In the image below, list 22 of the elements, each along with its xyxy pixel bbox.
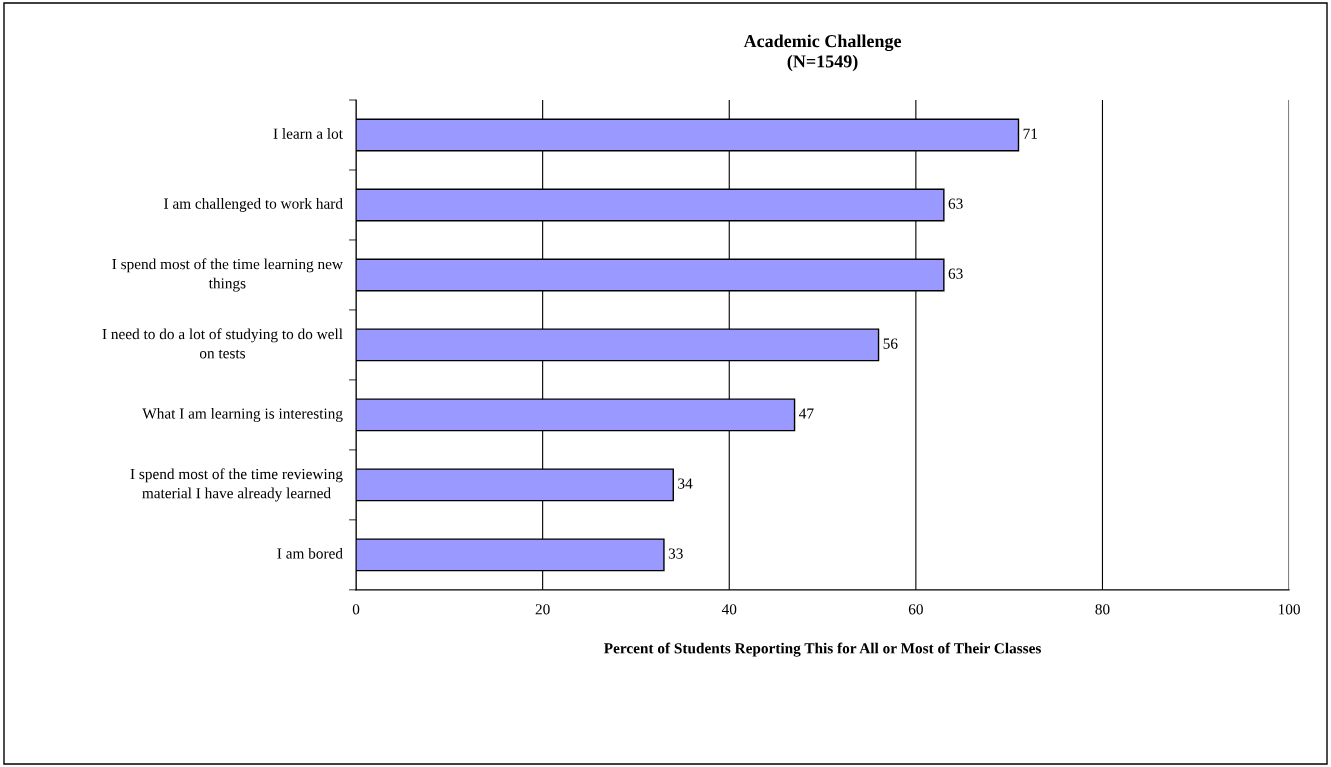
y-tick-label: I learn a lot (273, 128, 343, 139)
x-tick-label: 40 (721, 604, 737, 615)
x-tick-label: 100 (1278, 604, 1300, 615)
data-label: 71 (1023, 128, 1038, 139)
x-tick-label: 80 (1095, 604, 1110, 615)
x-tick-label: 60 (908, 604, 923, 615)
data-label: 34 (678, 478, 693, 489)
data-label: 33 (668, 548, 683, 559)
data-label: 56 (883, 338, 898, 349)
data-label: 47 (799, 408, 814, 419)
y-tick-label: What I am learning is interesting (142, 407, 343, 422)
data-label: 63 (948, 198, 963, 209)
chart-title: Academic Challenge (N=1549) (743, 34, 902, 72)
y-tick-label: I am bored (277, 547, 343, 559)
y-tick-label: I am challenged to work hard (164, 198, 343, 212)
x-tick-label: 0 (352, 604, 360, 615)
y-tick-label: I spend most of the time reviewing material I have already learned (130, 468, 343, 502)
x-axis-title: Percent of Students Reporting This for All or Most of Their Classes (604, 642, 1041, 657)
y-tick-label: I need to do a lot of studying to do well on tests (102, 328, 343, 359)
x-tick-label: 20 (535, 604, 550, 615)
y-tick-label: I spend most of the time learning new things (112, 258, 343, 292)
data-label: 63 (948, 268, 963, 279)
